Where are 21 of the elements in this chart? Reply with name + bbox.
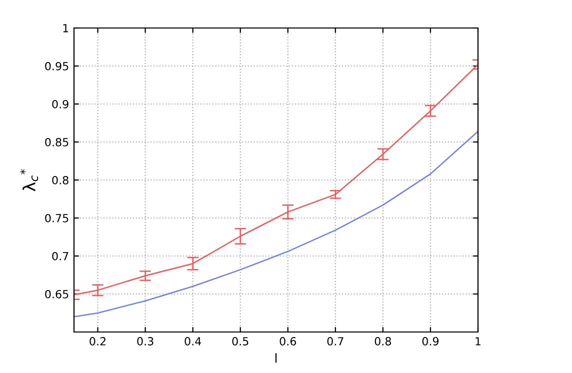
x-axis-title: l xyxy=(275,353,277,363)
y-axis-title: λ$_{c}$$^{*}$ xyxy=(20,169,38,192)
line-series xyxy=(74,64,478,296)
y-tick-label: 0.65 xyxy=(45,290,68,298)
x-tick-label: 1 xyxy=(476,337,481,346)
x-tick-label: 0.3 xyxy=(137,337,154,346)
x-tick-label: 0.8 xyxy=(374,337,392,346)
x-tick-label: 0.7 xyxy=(327,337,344,346)
x-tick-label: 0.6 xyxy=(280,337,296,346)
x-tick-label: 0.5 xyxy=(232,337,248,346)
y-tick-label: 0.95 xyxy=(45,62,68,70)
y-tick-label: 0.9 xyxy=(52,100,68,108)
y-tick-label: 1 xyxy=(63,24,68,32)
y-tick-label: 0.75 xyxy=(45,214,68,222)
y-tick-label: 0.85 xyxy=(45,138,68,146)
x-tick-label: 0.4 xyxy=(184,337,202,346)
y-tick-label: 0.8 xyxy=(52,176,68,184)
line-series xyxy=(74,130,478,318)
x-tick-label: 0.9 xyxy=(422,337,439,346)
y-tick-label: 0.7 xyxy=(52,252,68,260)
x-tick-label: 0.2 xyxy=(90,337,106,346)
